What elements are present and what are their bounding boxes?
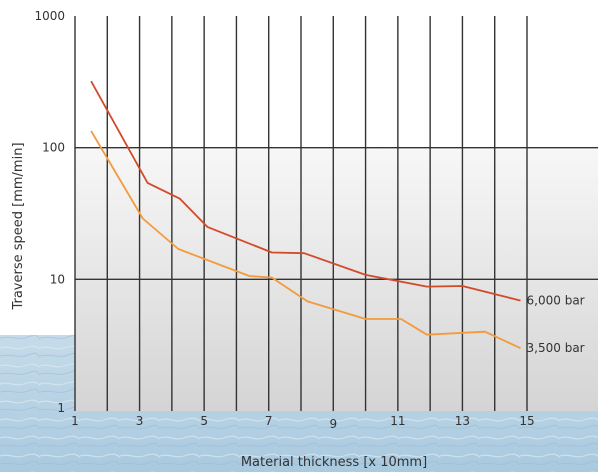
x-tick-label-3: 3 bbox=[136, 414, 144, 428]
series-label-0: 6,000 bar bbox=[527, 294, 585, 308]
y-axis-label: Traverse speed [mm/min] bbox=[11, 142, 26, 310]
y-tick-label-1: 1 bbox=[57, 401, 65, 415]
grid bbox=[74, 16, 598, 411]
series-line-0 bbox=[90, 80, 521, 302]
x-tick-label-13: 13 bbox=[455, 414, 470, 428]
x-tick-label-7: 7 bbox=[265, 414, 273, 428]
plot-band-upper bbox=[75, 16, 598, 148]
x-tick-label-9: 9 bbox=[329, 417, 337, 431]
series-layer: 6,000 bar 3,500 bar bbox=[90, 80, 585, 355]
series-label-1: 3,500 bar bbox=[527, 341, 585, 355]
series-line-1 bbox=[90, 130, 521, 350]
y-tick-label-10: 10 bbox=[50, 272, 65, 286]
x-axis-label: Material thickness [x 10mm] bbox=[241, 455, 427, 470]
y-tick-label-1000: 1000 bbox=[34, 9, 65, 23]
x-tick-label-5: 5 bbox=[200, 414, 208, 428]
x-tick-label-15: 15 bbox=[519, 414, 534, 428]
x-tick-label-1: 1 bbox=[71, 414, 79, 428]
x-tick-label-11: 11 bbox=[390, 414, 405, 428]
y-tick-label-100: 100 bbox=[42, 141, 65, 155]
plot-bands bbox=[75, 16, 598, 411]
